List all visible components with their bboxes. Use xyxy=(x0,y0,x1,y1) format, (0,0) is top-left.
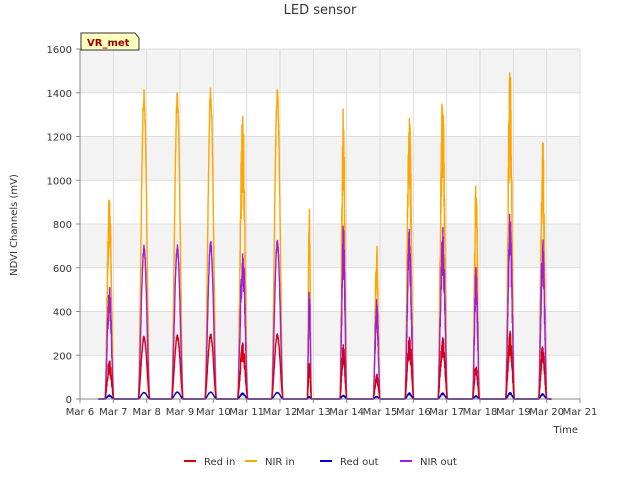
y-tick-label: 1000 xyxy=(47,176,72,187)
background-band xyxy=(80,136,580,181)
x-axis-label: Time xyxy=(553,425,578,436)
background-band xyxy=(80,49,580,93)
y-tick-label: 1400 xyxy=(47,89,72,100)
x-tick-label: Mar 20 xyxy=(529,407,564,418)
legend-label: Red out xyxy=(340,457,379,468)
x-tick-label: Mar 14 xyxy=(329,407,364,418)
y-tick-label: 1200 xyxy=(47,133,72,144)
x-tick-label: Mar 16 xyxy=(396,407,431,418)
x-tick-label: Mar 8 xyxy=(132,407,160,418)
x-tick-label: Mar 15 xyxy=(363,407,398,418)
y-tick-label: 200 xyxy=(53,351,72,362)
background-band xyxy=(80,224,580,268)
y-tick-label: 400 xyxy=(53,308,72,319)
chart-title: LED sensor xyxy=(284,3,357,18)
legend: Red in NIR in Red out NIR out xyxy=(184,457,457,468)
x-tick-label: Mar 13 xyxy=(296,407,331,418)
axes: 0 200 400 600 800 1000 1200 1400 1600 Mar 6 Mar 7 M… xyxy=(47,45,598,418)
x-tick-label: Mar 10 xyxy=(196,407,231,418)
x-tick-label: Mar 19 xyxy=(496,407,531,418)
y-tick-label: 1600 xyxy=(47,45,72,56)
y-tick-label: 0 xyxy=(66,395,72,406)
y-tick-label: 600 xyxy=(53,264,72,275)
site-label-text: VR_met xyxy=(87,38,130,49)
x-tick-label: Mar 18 xyxy=(463,407,498,418)
x-tick-label: Mar 17 xyxy=(429,407,464,418)
x-tick-label: Mar 12 xyxy=(263,407,298,418)
x-tick-label: Mar 7 xyxy=(99,407,127,418)
x-tick-label: Mar 21 xyxy=(563,407,598,418)
legend-label: Red in xyxy=(204,457,235,468)
y-tick-label: 800 xyxy=(53,220,72,231)
site-label-badge: VR_met xyxy=(80,32,140,51)
x-tick-label: Mar 9 xyxy=(166,407,194,418)
legend-label: NIR out xyxy=(420,457,457,468)
background-band xyxy=(80,311,580,356)
x-tick-label: Mar 6 xyxy=(66,407,94,418)
y-axis-label: NDVI Channels (mV) xyxy=(9,174,20,276)
legend-label: NIR in xyxy=(265,457,295,468)
x-tick-label: Mar 11 xyxy=(229,407,264,418)
